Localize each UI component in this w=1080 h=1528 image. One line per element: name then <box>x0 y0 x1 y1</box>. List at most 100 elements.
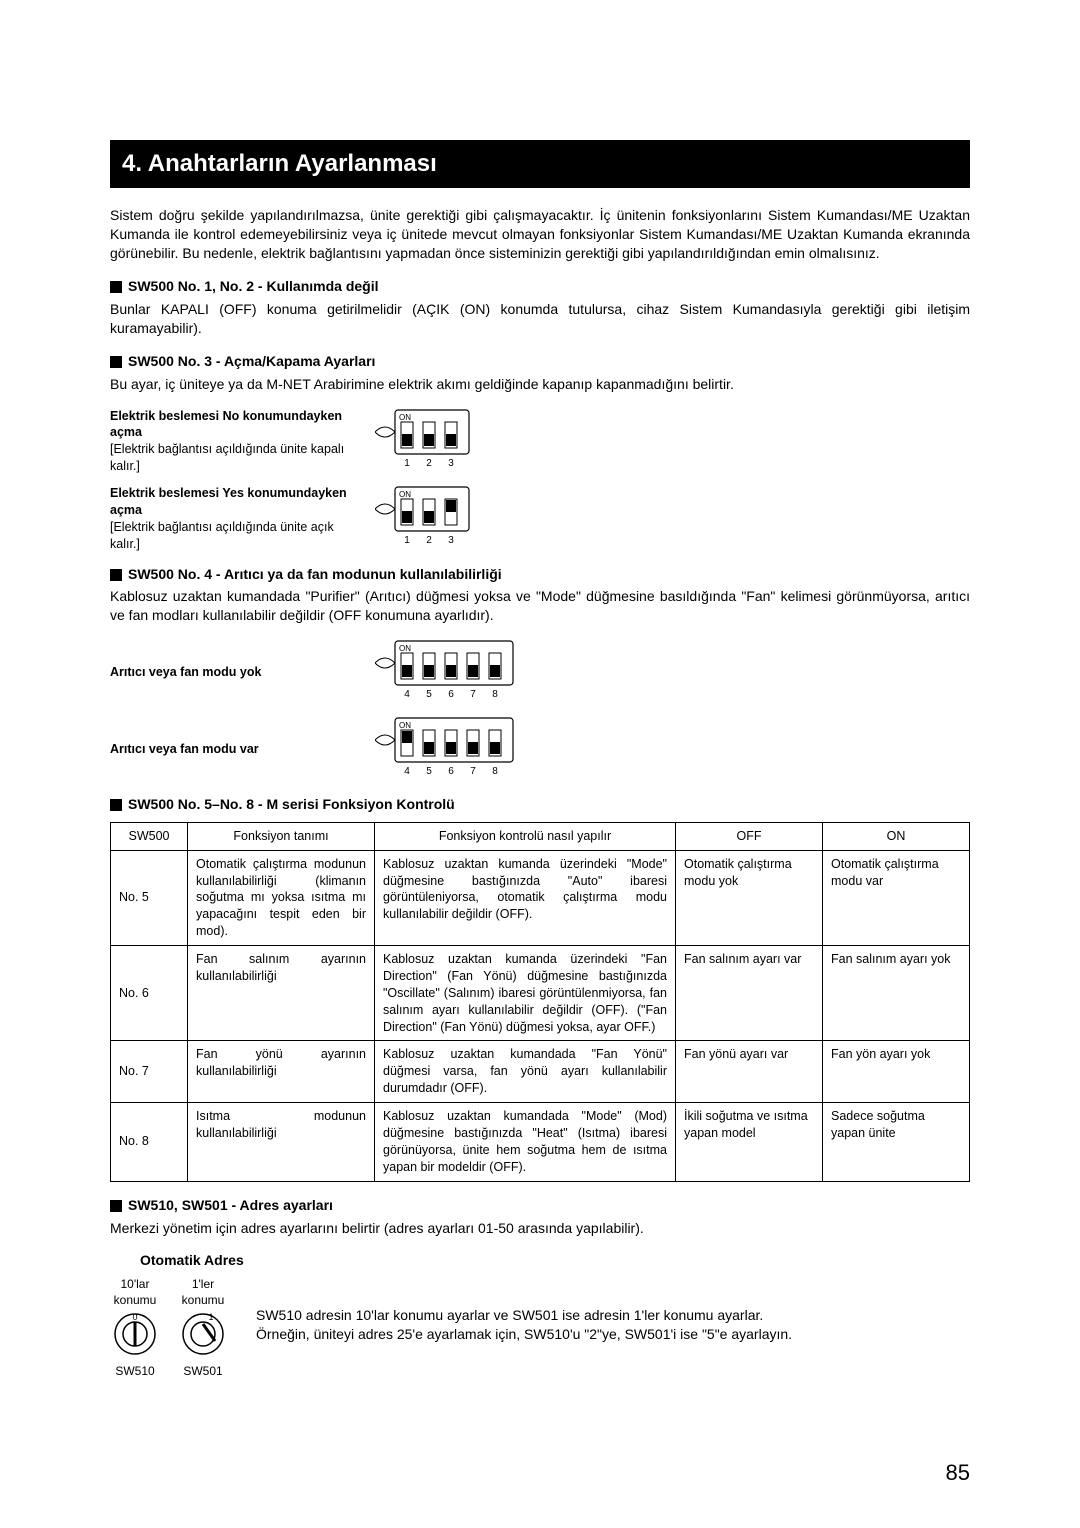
table-cell: Sadece soğutma yapan ünite <box>823 1103 970 1182</box>
dip-switch-icon: ON 1 2 3 <box>375 408 479 470</box>
svg-text:5: 5 <box>426 689 432 700</box>
table-cell: Kablosuz uzaktan kumandada "Fan Yönü" dü… <box>375 1041 676 1103</box>
sw4-head-text: SW500 No. 4 - Arıtıcı ya da fan modunun … <box>128 566 502 582</box>
svg-text:ON: ON <box>399 644 411 653</box>
svg-text:3: 3 <box>448 535 454 546</box>
table-cell: Fan yönü ayarı var <box>676 1041 823 1103</box>
rotary-dial-icon: 0 <box>110 1309 160 1359</box>
page-number: 85 <box>946 1458 970 1488</box>
table-cell: No. 5 <box>111 850 188 945</box>
bullet-icon <box>110 569 122 581</box>
dip-row: Arıtıcı veya fan modu yok ON 4 5 6 7 8 <box>110 639 970 706</box>
table-cell: Fan salınım ayarı yok <box>823 946 970 1041</box>
sw12-body: Bunlar KAPALI (OFF) konuma getirilmelidi… <box>110 300 970 338</box>
bullet-icon <box>110 799 122 811</box>
svg-text:4: 4 <box>404 766 410 777</box>
svg-text:4: 4 <box>404 689 410 700</box>
dip-row: Elektrik beslemesi No konumundayken açma… <box>110 408 970 476</box>
address-text: SW510 adresin 10'lar konumu ayarlar ve S… <box>228 1276 792 1344</box>
table-cell: Otomatik çalıştırma modu yok <box>676 850 823 945</box>
table-cell: Fan yön ayarı yok <box>823 1041 970 1103</box>
addr-text2: Örneğin, üniteyi adres 25'e ayarlamak iç… <box>256 1325 792 1344</box>
dial-right: 1'lerkonumu 1 SW501 <box>178 1276 228 1379</box>
function-table: SW500Fonksiyon tanımıFonksiyon kontrolü … <box>110 822 970 1182</box>
svg-text:2: 2 <box>426 458 432 469</box>
dip-label: Elektrik beslemesi No konumundayken açma… <box>110 408 375 476</box>
dip-svg: ON 1 2 3 <box>375 408 479 475</box>
table-cell: No. 6 <box>111 946 188 1041</box>
table-row: No. 8Isıtma modunun kullanılabilirliğiKa… <box>111 1103 970 1182</box>
dip-switch-icon: ON 1 2 3 <box>375 485 479 547</box>
sw12-head-text: SW500 No. 1, No. 2 - Kullanımda değil <box>128 278 379 294</box>
dip-label: Arıtıcı veya fan modu var <box>110 741 375 758</box>
table-header: SW500 <box>111 822 188 850</box>
table-cell: Fan yönü ayarının kullanılabilirliği <box>188 1041 375 1103</box>
dip-label: Arıtıcı veya fan modu yok <box>110 664 375 681</box>
table-cell: No. 7 <box>111 1041 188 1103</box>
dip-switch-icon: ON 4 5 6 7 8 <box>375 639 523 701</box>
svg-text:ON: ON <box>399 721 411 730</box>
sw12-head: SW500 No. 1, No. 2 - Kullanımda değil <box>110 277 970 296</box>
dial-right-label: SW501 <box>178 1363 228 1379</box>
table-row: No. 6Fan salınım ayarının kullanılabilir… <box>111 946 970 1041</box>
ot-adres-label: Otomatik Adres <box>110 1251 970 1270</box>
table-cell: Kablosuz uzaktan kumanda üzerindeki "Fan… <box>375 946 676 1041</box>
sw58-head: SW500 No. 5–No. 8 - M serisi Fonksiyon K… <box>110 795 970 814</box>
dip-switch-icon: ON45678 <box>375 716 523 778</box>
section-title: 4. Anahtarların Ayarlanması <box>110 140 970 188</box>
sw510-head: SW510, SW501 - Adres ayarları <box>110 1196 970 1215</box>
dial-right-top: 1'lerkonumu <box>178 1276 228 1308</box>
svg-text:7: 7 <box>470 766 476 777</box>
svg-text:6: 6 <box>448 766 454 777</box>
sw4-body: Kablosuz uzaktan kumandada "Purifier" (A… <box>110 587 970 625</box>
dial-left-top: 10'larkonumu <box>110 1276 160 1308</box>
dip-row: Arıtıcı veya fan modu varON45678 <box>110 716 970 783</box>
sw4-head: SW500 No. 4 - Arıtıcı ya da fan modunun … <box>110 565 970 584</box>
svg-text:7: 7 <box>470 689 476 700</box>
sw510-body: Merkezi yönetim için adres ayarlarını be… <box>110 1219 970 1238</box>
svg-text:ON: ON <box>399 413 411 422</box>
svg-text:ON: ON <box>399 490 411 499</box>
svg-text:1: 1 <box>404 458 410 469</box>
sw3-head: SW500 No. 3 - Açma/Kapama Ayarları <box>110 352 970 371</box>
table-cell: İkili soğutma ve ısıtma yapan model <box>676 1103 823 1182</box>
table-cell: Fan salınım ayarının kullanılabilirliği <box>188 946 375 1041</box>
table-cell: Fan salınım ayarı var <box>676 946 823 1041</box>
table-header: Fonksiyon kontrolü nasıl yapılır <box>375 822 676 850</box>
table-header: ON <box>823 822 970 850</box>
dip-svg: ON 1 2 3 <box>375 485 479 552</box>
svg-text:2: 2 <box>426 535 432 546</box>
table-cell: Otomatik çalıştırma modu var <box>823 850 970 945</box>
svg-text:0: 0 <box>132 1312 137 1322</box>
table-cell: Kablosuz uzaktan kumandada "Mode" (Mod) … <box>375 1103 676 1182</box>
svg-text:1: 1 <box>208 1312 213 1322</box>
table-cell: Isıtma modunun kullanılabilirliği <box>188 1103 375 1182</box>
bullet-icon <box>110 281 122 293</box>
svg-text:8: 8 <box>492 689 498 700</box>
table-row: No. 5Otomatik çalıştırma modunun kullanı… <box>111 850 970 945</box>
svg-text:3: 3 <box>448 458 454 469</box>
bullet-icon <box>110 1200 122 1212</box>
addr-text1: SW510 adresin 10'lar konumu ayarlar ve S… <box>256 1306 792 1325</box>
table-cell: No. 8 <box>111 1103 188 1182</box>
rotary-dial-icon: 1 <box>178 1309 228 1359</box>
dial-left-label: SW510 <box>110 1363 160 1379</box>
address-block: 10'larkonumu 0 SW510 1'lerkonumu 1 SW501 <box>110 1276 970 1379</box>
dip-label: Elektrik beslemesi Yes konumundayken açm… <box>110 485 375 553</box>
svg-text:5: 5 <box>426 766 432 777</box>
table-cell: Otomatik çalıştırma modunun kullanılabil… <box>188 850 375 945</box>
dial-left: 10'larkonumu 0 SW510 <box>110 1276 160 1379</box>
table-header: Fonksiyon tanımı <box>188 822 375 850</box>
sw58-head-text: SW500 No. 5–No. 8 - M serisi Fonksiyon K… <box>128 796 455 812</box>
sw3-head-text: SW500 No. 3 - Açma/Kapama Ayarları <box>128 353 375 369</box>
sw510-head-text: SW510, SW501 - Adres ayarları <box>128 1197 333 1213</box>
bullet-icon <box>110 356 122 368</box>
dip-svg: ON 4 5 6 7 8 <box>375 639 523 706</box>
svg-text:1: 1 <box>404 535 410 546</box>
dip3-rows: Elektrik beslemesi No konumundayken açma… <box>110 408 970 553</box>
table-cell: Kablosuz uzaktan kumanda üzerindeki "Mod… <box>375 850 676 945</box>
dip4-rows: Arıtıcı veya fan modu yokON45678Arıtıcı … <box>110 639 970 783</box>
svg-text:6: 6 <box>448 689 454 700</box>
intro-para: Sistem doğru şekilde yapılandırılmazsa, … <box>110 206 970 263</box>
table-row: No. 7Fan yönü ayarının kullanılabilirliğ… <box>111 1041 970 1103</box>
